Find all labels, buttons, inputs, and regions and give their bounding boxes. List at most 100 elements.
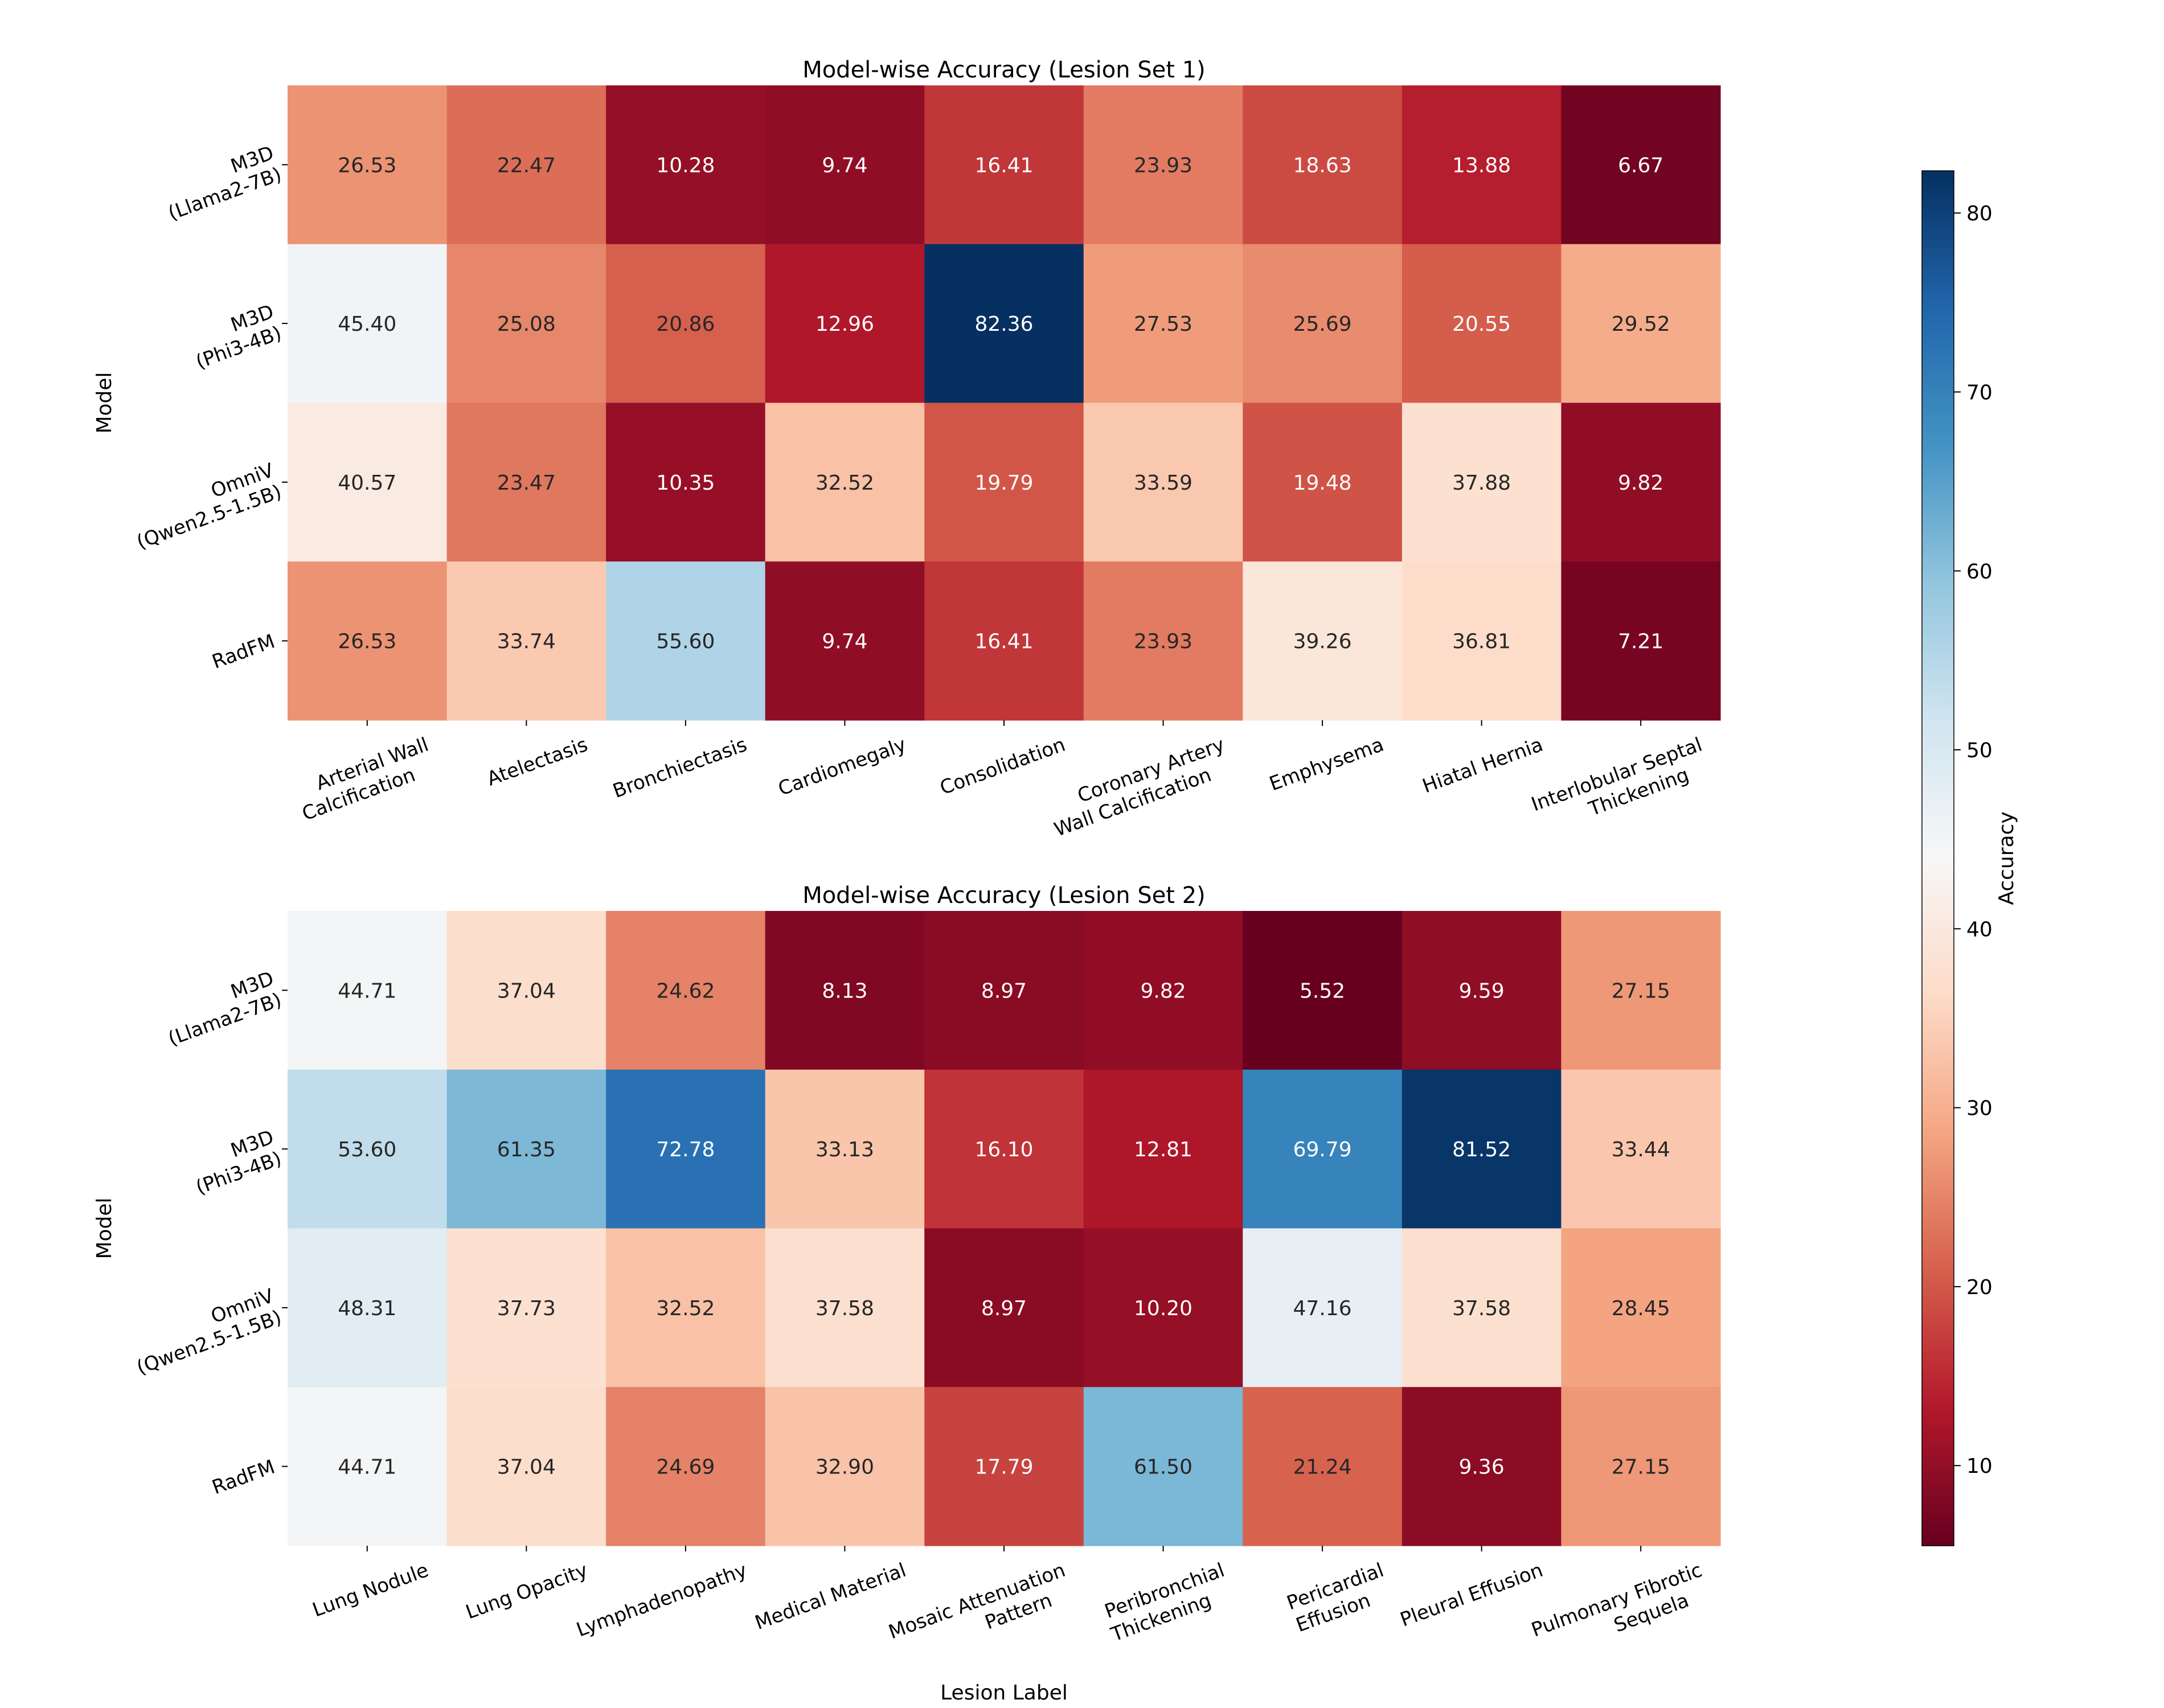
cell-value-label: 44.71: [338, 979, 396, 1003]
heatmap-cell: [288, 1387, 448, 1546]
heatmap-cell: [606, 1069, 766, 1229]
heatmap-cell: [288, 1228, 448, 1387]
heatmap-cell: [924, 911, 1084, 1070]
cell-value-label: 44.71: [338, 1456, 396, 1479]
cell-value-label: 9.74: [822, 154, 867, 177]
cell-value-label: 37.04: [497, 1456, 556, 1479]
cell-value-label: 39.26: [1293, 630, 1352, 654]
heatmap-panel-1: Model-wise Accuracy (Lesion Set 1) 26.53 2…: [93, 57, 1721, 841]
colorbar-tick-label: 50: [1966, 739, 1993, 762]
heatmap-cell: [1561, 1228, 1721, 1387]
cell-value-label: 6.67: [1618, 154, 1663, 177]
heatmap-cell: [1401, 244, 1562, 404]
heatmap-cell: [606, 403, 766, 562]
heatmap-cell: [1243, 1069, 1403, 1229]
cell-value-label: 26.53: [338, 154, 396, 177]
heatmap-cell: [765, 1228, 925, 1387]
heatmap-cell: [765, 1069, 925, 1229]
heatmap-cell: [1401, 1228, 1562, 1387]
cell-value-label: 9.36: [1459, 1456, 1505, 1479]
cell-value-label: 36.81: [1452, 630, 1511, 654]
heatmap-cell: [1401, 85, 1562, 245]
heatmap-cell: [1083, 403, 1243, 562]
cell-value-label: 53.60: [338, 1138, 396, 1161]
cell-value-label: 37.04: [497, 979, 556, 1003]
cell-value-label: 8.97: [981, 979, 1027, 1003]
heatmap-cell: [606, 911, 766, 1070]
cell-value-label: 37.58: [815, 1297, 874, 1320]
x-tick-label: Mosaic AttenuationPattern: [886, 1559, 1076, 1666]
cell-value-label: 61.35: [497, 1138, 556, 1161]
heatmap-cell: [288, 911, 448, 1070]
heatmap-cell: [1083, 1069, 1243, 1229]
x-tick-label: Emphysema: [1267, 733, 1387, 796]
cell-value-label: 23.93: [1134, 154, 1192, 177]
heatmap-cell: [1083, 561, 1243, 721]
heatmap-cell: [765, 403, 925, 562]
y-tick-label: M3D(Llama2-7B): [157, 967, 284, 1051]
cell-value-label: 29.52: [1612, 313, 1670, 336]
cell-value-label: 9.82: [1618, 471, 1663, 495]
cell-value-label: 8.97: [981, 1297, 1027, 1320]
cell-value-label: 10.35: [656, 471, 715, 495]
cell-value-label: 23.47: [497, 471, 556, 495]
x-tick-label: Lung Nodule: [309, 1559, 431, 1622]
cell-value-label: 24.62: [656, 979, 715, 1003]
chart-title: Model-wise Accuracy (Lesion Set 2): [802, 882, 1206, 909]
heatmap-cell: [924, 403, 1084, 562]
chart-title: Model-wise Accuracy (Lesion Set 1): [802, 57, 1206, 83]
y-tick-label: OmniV(Qwen2.5-1.5B): [126, 1284, 285, 1379]
heatmap-panel-2: Model-wise Accuracy (Lesion Set 2) 44.71 3…: [93, 882, 1721, 1705]
cell-value-label: 27.53: [1134, 313, 1192, 336]
heatmap-cell: [1083, 1387, 1243, 1546]
cell-value-label: 33.13: [815, 1138, 874, 1161]
heatmap-panels: Model-wise Accuracy (Lesion Set 1) 26.53 2…: [93, 57, 1721, 1705]
cell-value-label: 25.69: [1293, 313, 1352, 336]
cell-value-label: 25.08: [497, 313, 556, 336]
heatmap-cell: [288, 403, 448, 562]
cell-value-label: 21.24: [1293, 1456, 1352, 1479]
cell-value-label: 16.41: [974, 154, 1033, 177]
cell-value-label: 8.13: [822, 979, 867, 1003]
cell-value-label: 9.59: [1459, 979, 1505, 1003]
x-tick-label: PeribronchialThickening: [1100, 1559, 1236, 1647]
cell-value-label: 22.47: [497, 154, 556, 177]
cell-value-label: 37.73: [497, 1297, 556, 1320]
x-axis-label: Lesion Label: [940, 1681, 1068, 1705]
cell-value-label: 24.69: [656, 1456, 715, 1479]
heatmap-cell: [1243, 1228, 1403, 1387]
heatmap-cell: [924, 561, 1084, 721]
heatmap-cell: [1561, 1387, 1721, 1546]
heatmap-cell: [446, 244, 606, 404]
heatmap-cell: [1243, 85, 1403, 245]
heatmap-cell: [446, 403, 606, 562]
colorbar-tick-label: 80: [1966, 202, 1993, 225]
heatmap-cell: [1561, 244, 1721, 404]
heatmap-cell: [765, 1387, 925, 1546]
cell-value-label: 33.74: [497, 630, 556, 654]
x-tick-label: Consolidation: [937, 733, 1068, 800]
heatmap-cell: [606, 244, 766, 404]
x-tick-label: PericardialEffusion: [1284, 1559, 1395, 1637]
heatmap-cell: [1243, 403, 1403, 562]
x-tick-label: Pleural Effusion: [1397, 1559, 1546, 1632]
cell-value-label: 32.52: [815, 471, 874, 495]
heatmap-cell: [1561, 911, 1721, 1070]
heatmap-cell: [606, 561, 766, 721]
heatmap-cell: [765, 911, 925, 1070]
cell-value-label: 28.45: [1612, 1297, 1670, 1320]
heatmap-cell: [1401, 403, 1562, 562]
cell-value-label: 13.88: [1452, 154, 1511, 177]
heatmap-cell: [606, 1387, 766, 1546]
heatmap-cell: [446, 1069, 606, 1229]
heatmap-cell: [1083, 85, 1243, 245]
colorbar-tick-label: 70: [1966, 381, 1993, 404]
heatmap-cell: [1401, 1069, 1562, 1229]
cell-value-label: 19.48: [1293, 471, 1352, 495]
cell-value-label: 23.93: [1134, 630, 1192, 654]
heatmap-cell: [924, 1387, 1084, 1546]
x-tick-label: Lung Opacity: [463, 1559, 591, 1624]
heatmap-cell: [1243, 911, 1403, 1070]
x-tick-label: Coronary ArteryWall Calcification: [1043, 733, 1236, 841]
heatmap-cell: [1243, 244, 1403, 404]
